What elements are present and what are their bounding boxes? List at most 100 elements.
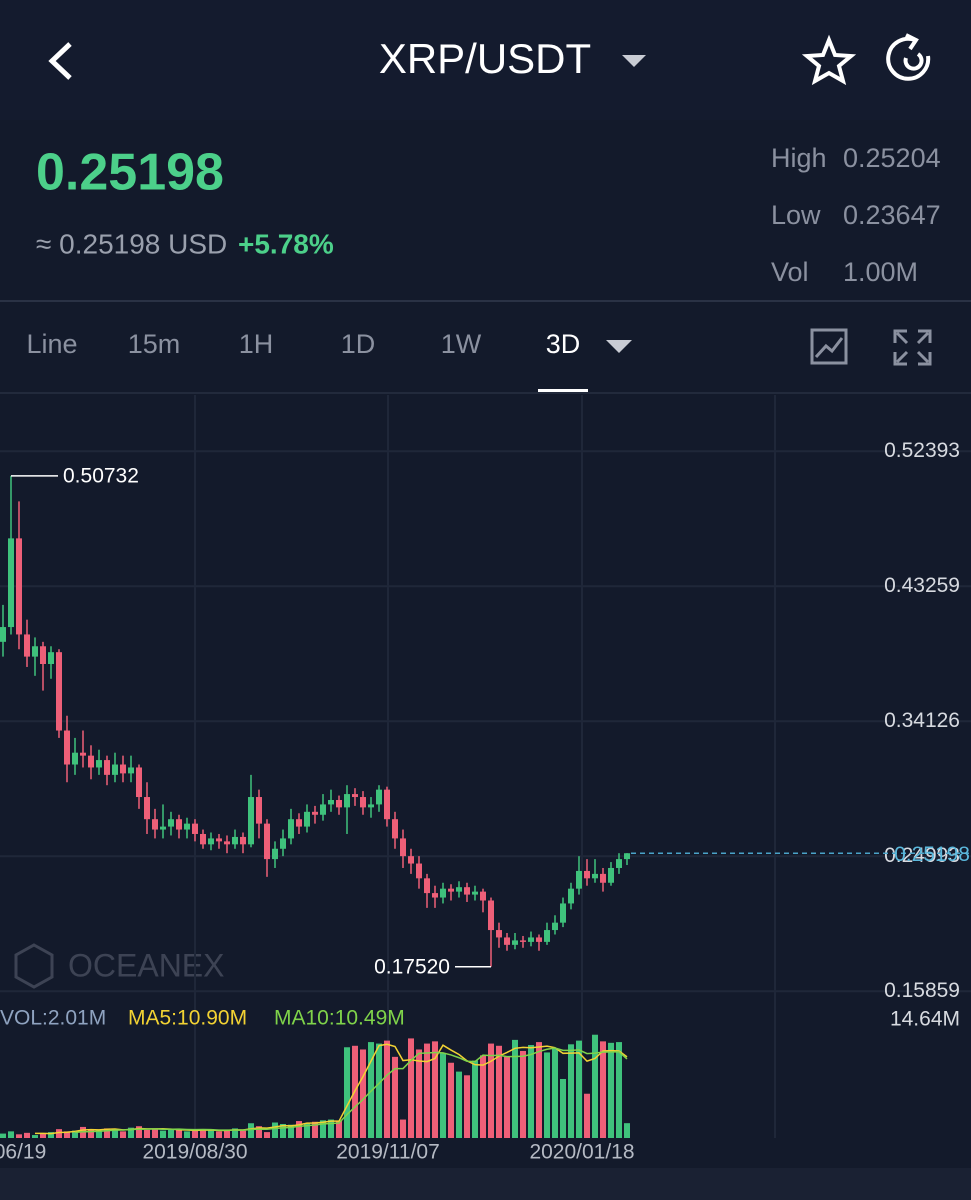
candle-body (528, 937, 534, 942)
indicator-icon-line (814, 337, 844, 359)
current-price-label: 0.25198 (894, 843, 970, 866)
volume-bar (8, 1131, 14, 1138)
price-change: +5.78% (238, 228, 334, 259)
candle-body (576, 870, 582, 889)
candle-body (280, 838, 286, 849)
fullscreen-button[interactable] (893, 329, 932, 366)
candle-body (216, 838, 222, 842)
candle-body (456, 887, 462, 892)
volume-bar (584, 1093, 590, 1138)
volume-bar (560, 1078, 566, 1138)
x-tick-label: 2019/11/07 (336, 1141, 440, 1164)
interval-tab[interactable]: 3D (546, 329, 581, 359)
volume-bar (208, 1129, 214, 1138)
volume-bar (88, 1129, 94, 1138)
candle-body (192, 823, 198, 834)
candle-body (240, 836, 246, 845)
indicator-button[interactable] (810, 328, 848, 365)
volume-bar (224, 1130, 230, 1138)
tab-indicator (538, 389, 588, 393)
candle-body (224, 841, 230, 845)
back-button[interactable] (48, 42, 72, 80)
favorite-star[interactable] (801, 34, 857, 86)
candle-body (120, 764, 126, 774)
stat-value: 1.00M (843, 257, 918, 287)
volume-bar (232, 1128, 238, 1138)
volume-ma-line (74, 1047, 628, 1134)
volume-bar (320, 1120, 326, 1138)
candle-body (552, 922, 558, 931)
candle-body (184, 823, 190, 830)
candle-body (560, 903, 566, 923)
candle-body (504, 937, 510, 945)
x-tick-label: 06/19 (0, 1141, 46, 1164)
candle-body (128, 767, 134, 774)
candle-body (64, 730, 70, 765)
volume-bar (344, 1047, 350, 1138)
candle-body (248, 797, 254, 845)
candle-body (464, 887, 470, 895)
interval-dropdown[interactable] (606, 340, 632, 353)
y-tick-label: 0.24993 (884, 844, 960, 867)
volume-bar (544, 1052, 550, 1138)
interval-tab[interactable]: 1D (341, 329, 376, 359)
watermark-logo (14, 943, 54, 989)
candle-body (416, 863, 422, 879)
bottom-bar (0, 1168, 971, 1200)
volume-bar (432, 1041, 438, 1138)
volume-bar (328, 1119, 334, 1138)
candle-body (160, 826, 166, 830)
volume-bar (464, 1075, 470, 1138)
candle-body (264, 823, 270, 860)
candle-body (520, 940, 526, 942)
volume-bar (32, 1135, 38, 1138)
interval-tab[interactable]: 1W (441, 329, 482, 359)
volume-bar (488, 1043, 494, 1138)
volume-bar (408, 1038, 414, 1138)
volume-bar (416, 1049, 422, 1138)
volume-bar (216, 1131, 222, 1138)
interval-tab[interactable]: 15m (128, 329, 181, 359)
candle-body (544, 930, 550, 942)
y-tick-label: 0.52393 (884, 439, 960, 462)
candle-body (296, 819, 302, 827)
candle-body (272, 848, 278, 860)
low-label: 0.17520 (374, 955, 450, 978)
pair-dropdown[interactable] (622, 55, 646, 67)
candle-body (368, 804, 374, 808)
candle-body (480, 891, 486, 901)
volume-bar (272, 1122, 278, 1138)
volume-bar (200, 1129, 206, 1138)
volume-bar (616, 1042, 622, 1138)
volume-bar (248, 1123, 254, 1138)
volume-bar (152, 1129, 158, 1138)
volume-bar (192, 1130, 198, 1138)
volume-bar (336, 1121, 342, 1138)
volume-bar (504, 1056, 510, 1138)
candle-body (208, 838, 214, 845)
volume-bar (496, 1045, 502, 1138)
refresh-button[interactable] (886, 33, 931, 81)
candle-body (96, 760, 102, 768)
candle-body (232, 836, 238, 845)
volume-bar (568, 1044, 574, 1138)
interval-tab[interactable]: 1H (239, 329, 274, 359)
volume-bar (184, 1131, 190, 1138)
candle-body (256, 797, 262, 824)
candle-body (624, 853, 630, 860)
watermark-text: OCEANEX (68, 947, 224, 983)
volume-bar (16, 1134, 22, 1138)
candle-body (144, 797, 150, 820)
candle-body (40, 646, 46, 665)
pair-title[interactable]: XRP/USDT (379, 35, 591, 82)
y-tick-label: 0.34126 (884, 709, 960, 732)
candle-body (32, 646, 38, 657)
volume-bar (280, 1123, 286, 1138)
volume-bar (304, 1123, 310, 1138)
x-tick-label: 2019/08/30 (142, 1141, 247, 1164)
interval-tab[interactable]: Line (26, 329, 77, 359)
candle-body (360, 797, 366, 808)
candle-body (424, 878, 430, 894)
candle-body (8, 538, 14, 628)
